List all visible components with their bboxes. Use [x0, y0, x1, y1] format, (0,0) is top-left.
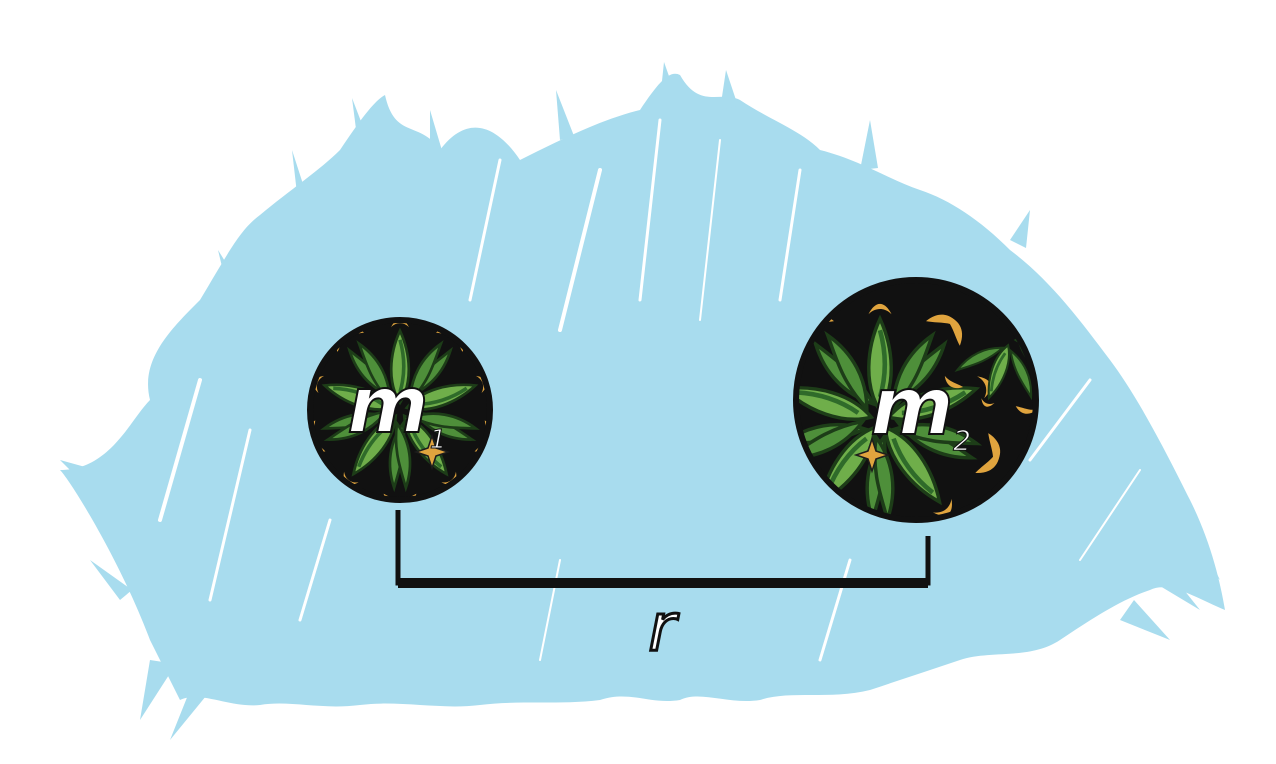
foliage-ornament-circle-1	[307, 317, 493, 503]
bracket-connector	[395, 510, 931, 588]
paint-splash-brushstrokes	[60, 62, 1225, 740]
mass-2-symbol: m	[870, 360, 953, 453]
mass-1-symbol: m	[347, 361, 428, 451]
foliage-ornament-circle-2	[793, 277, 1039, 523]
mass-2-subscript: 2	[953, 424, 971, 457]
mass-2: m 2	[793, 277, 1039, 523]
mass-1-subscript: 1	[430, 425, 447, 455]
splash-streaks	[158, 118, 1141, 662]
distance-label: r	[648, 589, 679, 666]
mass-1: m 1	[307, 317, 493, 503]
